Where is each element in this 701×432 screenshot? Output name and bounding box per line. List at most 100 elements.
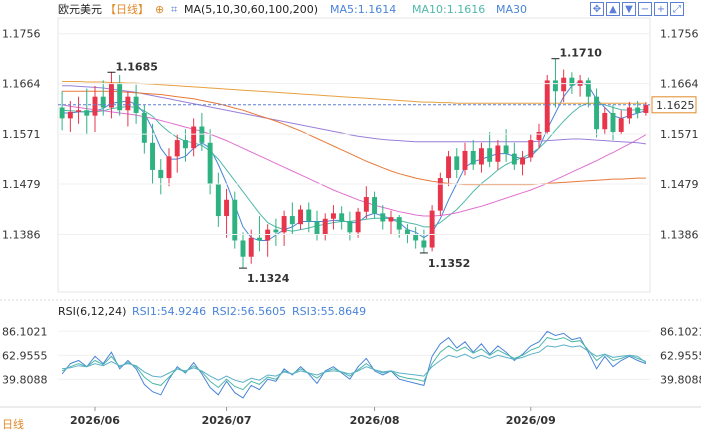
candle-body <box>437 178 443 211</box>
main-y-axis: 1.1756 1.1756 1.1664 1.1664 1.1571 1.1571 1.14… <box>2 28 699 242</box>
y-tick-label-left: 1.1571 <box>2 128 41 141</box>
candle-body <box>330 213 336 219</box>
candle-body <box>281 216 287 233</box>
y-tick-label-right: 1.1664 <box>660 78 699 91</box>
y-tick-label-left: 1.1386 <box>2 228 41 241</box>
ma5-value: MA5:1.1614 <box>330 3 396 16</box>
ma5-line <box>62 80 647 241</box>
candle-body <box>133 96 139 113</box>
candle-body <box>446 156 452 179</box>
main-grid <box>0 17 701 408</box>
candle-body <box>289 216 295 225</box>
plus-icon[interactable]: + <box>654 2 668 16</box>
candle-body <box>347 221 353 233</box>
rsi-panel: 86.1021 86.1021 62.9555 62.9555 39.8088 39.80… <box>2 325 701 399</box>
candle-body <box>643 104 649 113</box>
candle-body <box>577 80 583 86</box>
candle-body <box>158 169 164 179</box>
ma10-line <box>62 102 646 232</box>
period-label[interactable]: 【日线】 <box>105 2 149 16</box>
candle-body <box>487 148 493 162</box>
ma30-line <box>62 104 647 217</box>
symbol-title: 欧元美元 <box>58 3 102 16</box>
rsi-y-tick-right: 86.1021 <box>660 325 701 338</box>
rsi-series-RSI2 <box>61 337 647 391</box>
ma-indicator-name[interactable]: MA(5,10,30,60,100,200) <box>184 3 318 16</box>
candle-body <box>635 107 641 113</box>
candle-body <box>76 110 82 112</box>
candle-body <box>248 237 254 257</box>
y-tick-label-right: 1.1756 <box>660 28 699 41</box>
candle-body <box>552 80 558 92</box>
y-tick-label-left: 1.1664 <box>2 78 41 91</box>
candle-body <box>199 126 205 143</box>
down-icon[interactable]: ▼ <box>622 2 636 16</box>
candle-body <box>388 217 394 222</box>
candle-body <box>495 145 501 162</box>
price-annotations: 1.1685 1.1710 1.1324 1.1352 <box>107 47 602 285</box>
candle-body <box>363 197 369 212</box>
annotation-low: 1.1324 <box>247 272 290 285</box>
candle-body <box>462 150 468 170</box>
ma60-line <box>62 85 646 145</box>
x-axis: 2026/06 2026/07 2026/08 2026/09 <box>70 407 556 427</box>
rsi-indicator-name[interactable]: RSI(6,12,24) <box>58 305 126 318</box>
candle-body <box>84 110 90 116</box>
rsi-y-tick-left: 62.9555 <box>2 349 48 362</box>
candle-body <box>626 107 632 119</box>
candle-body <box>602 112 608 130</box>
period-tab-daily[interactable]: 日线 <box>2 418 24 431</box>
rsi-series-RSI3 <box>62 344 647 383</box>
candle-body <box>520 157 526 165</box>
rsi3-value: RSI3:55.8649 <box>292 305 366 318</box>
y-tick-label-right: 1.1479 <box>660 178 699 191</box>
up-icon[interactable]: ▲ <box>606 2 620 16</box>
candle-body <box>544 80 550 132</box>
rsi-y-tick-left: 39.8088 <box>2 373 48 386</box>
rsi1-value: RSI1:54.9246 <box>132 305 206 318</box>
candle-body <box>569 77 575 86</box>
candle-body <box>314 221 320 236</box>
annotation-low: 1.1352 <box>428 257 470 270</box>
candlesticks <box>59 58 649 269</box>
x-tick-label: 2026/08 <box>350 414 400 427</box>
last-price-label: 1.1625 <box>656 99 695 112</box>
candle-body <box>536 131 542 141</box>
expand-icon[interactable]: ⤢ <box>670 2 684 16</box>
x-tick-label: 2026/09 <box>506 414 556 427</box>
rsi-y-tick-right: 39.8088 <box>660 373 701 386</box>
move-icon[interactable]: ✥ <box>590 2 604 16</box>
candle-body <box>454 156 460 170</box>
ma30-value: MA30 <box>496 3 527 16</box>
candle-body <box>404 229 410 236</box>
candle-body <box>322 218 328 236</box>
candle-body <box>273 229 279 233</box>
chart-type-icon[interactable]: ⌗ <box>171 3 177 16</box>
last-price-box <box>651 96 697 114</box>
candle-body <box>511 153 517 165</box>
candle-body <box>67 111 73 119</box>
y-tick-label-right: 1.1571 <box>660 128 699 141</box>
candle-body <box>100 96 106 108</box>
candle-body <box>117 83 123 111</box>
y-tick-label-left: 1.1479 <box>2 178 41 191</box>
x-tick-label: 2026/07 <box>202 414 252 427</box>
candle-body <box>174 140 180 157</box>
candle-body <box>207 142 213 184</box>
y-tick-label-right: 1.1386 <box>660 228 699 241</box>
candle-body <box>150 142 156 170</box>
candle-body <box>421 240 427 248</box>
ma200-line <box>62 81 646 104</box>
rsi-y-tick-left: 86.1021 <box>2 325 48 338</box>
candle-body <box>306 209 312 222</box>
rsi2-value: RSI2:56.5605 <box>212 305 286 318</box>
rsi-series-RSI1 <box>61 330 647 399</box>
minus-icon[interactable]: − <box>638 2 652 16</box>
candle-body <box>265 229 271 241</box>
gear-icon[interactable]: ⊕ <box>155 3 164 16</box>
candle-body <box>528 140 534 158</box>
candle-body <box>191 126 197 149</box>
candle-body <box>141 112 147 143</box>
moving-averages <box>62 80 647 241</box>
